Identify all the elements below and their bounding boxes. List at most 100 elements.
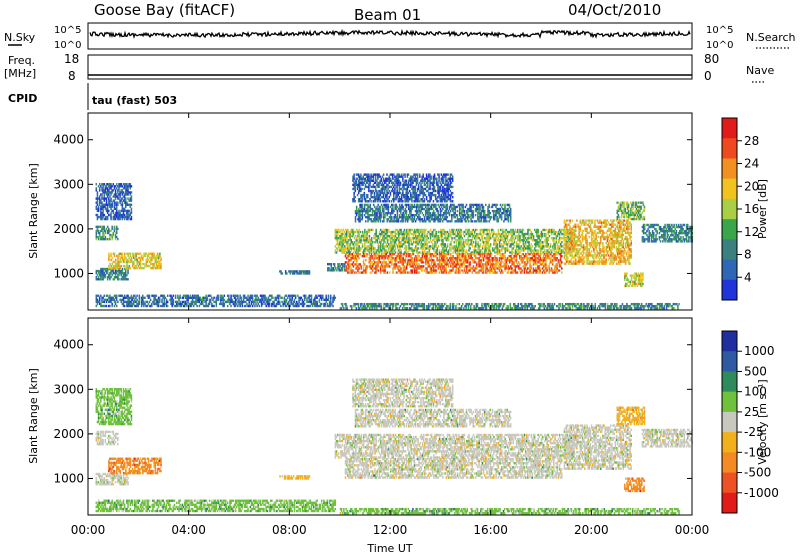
power-cell [489, 232, 492, 236]
power-cell [303, 298, 306, 302]
power-cell [488, 236, 491, 240]
power-cell [355, 211, 358, 215]
power-cell [211, 302, 213, 306]
power-cell [120, 215, 122, 219]
power-cell [545, 271, 547, 274]
power-cell [560, 251, 562, 254]
power-cell [332, 298, 334, 302]
power-cell [454, 247, 457, 250]
power-cell [356, 228, 358, 232]
power-cell [452, 203, 454, 207]
power-cell [418, 251, 420, 254]
power-cell [443, 205, 445, 209]
power-cell [521, 239, 524, 242]
power-cell [101, 269, 103, 273]
power-cell [328, 269, 330, 272]
power-cell [388, 261, 391, 264]
power-cell [553, 232, 555, 236]
power-cell [435, 218, 437, 221]
power-cell [523, 247, 526, 250]
power-cell [347, 241, 349, 244]
power-cell [557, 245, 560, 248]
power-cell [143, 262, 145, 266]
power-cell [361, 203, 364, 207]
power-cell [353, 249, 356, 252]
power-cell [525, 271, 528, 274]
power-cell [561, 255, 563, 258]
power-cell [538, 236, 541, 240]
power-cell [528, 267, 530, 270]
power-cell [467, 261, 469, 264]
power-cell [384, 265, 386, 268]
power-cell [472, 261, 475, 264]
power-cell [355, 234, 357, 238]
power-cell [562, 228, 564, 232]
power-cell [475, 251, 477, 254]
power-cell [376, 239, 379, 242]
power-cell [462, 209, 464, 213]
power-cell [407, 241, 409, 244]
power-cell [393, 234, 396, 238]
power-cell [456, 205, 459, 209]
power-cell [532, 249, 535, 252]
power-cell [532, 271, 535, 274]
power-cell [451, 218, 453, 221]
power-cell [461, 236, 463, 240]
power-cell [532, 234, 535, 238]
power-cell [106, 237, 109, 241]
power-cell [548, 265, 551, 268]
power-cell [113, 225, 116, 229]
power-cell [96, 195, 99, 198]
power-cell [445, 236, 448, 240]
power-cell [105, 199, 108, 202]
power-cell [334, 228, 337, 232]
power-cell [436, 241, 439, 244]
power-cell [379, 265, 382, 268]
power-cell [546, 252, 548, 256]
power-cell [445, 209, 447, 213]
power-cell [415, 232, 417, 236]
power-cell [519, 230, 521, 234]
power-cell [508, 255, 511, 258]
power-cell [350, 257, 352, 260]
power-cell [471, 216, 473, 219]
power-cell [279, 294, 281, 297]
power-cell [132, 300, 135, 304]
power-cell [425, 255, 427, 258]
power-cell [516, 228, 519, 232]
power-cell [308, 300, 310, 304]
power-cell [463, 241, 466, 244]
power-cell [397, 255, 400, 258]
power-cell [230, 296, 232, 299]
power-cell [444, 255, 446, 258]
power-cell [544, 249, 546, 252]
power-cell [518, 243, 520, 246]
power-cell [521, 257, 523, 260]
power-cell [381, 207, 384, 211]
power-cell [442, 257, 444, 260]
power-cell [95, 187, 98, 190]
power-cell [466, 228, 468, 232]
power-cell [404, 239, 407, 242]
power-cell [404, 249, 407, 252]
power-cell [426, 216, 428, 219]
power-cell [397, 252, 400, 256]
power-cell [427, 218, 429, 221]
power-cell [371, 261, 374, 264]
power-cell [157, 302, 160, 306]
power-cell [129, 304, 132, 308]
power-cell [104, 231, 107, 235]
power-cell [537, 245, 539, 248]
power-cell [400, 261, 402, 264]
power-cell [335, 234, 338, 238]
power-cell [187, 296, 189, 299]
power-cell [559, 257, 562, 260]
power-cell [113, 213, 116, 217]
power-cell [207, 302, 210, 306]
power-cell [122, 298, 125, 302]
power-cell [121, 209, 124, 213]
power-cell [102, 296, 104, 299]
power-cell [419, 239, 422, 242]
power-cell [96, 209, 99, 213]
power-cell [380, 257, 383, 260]
